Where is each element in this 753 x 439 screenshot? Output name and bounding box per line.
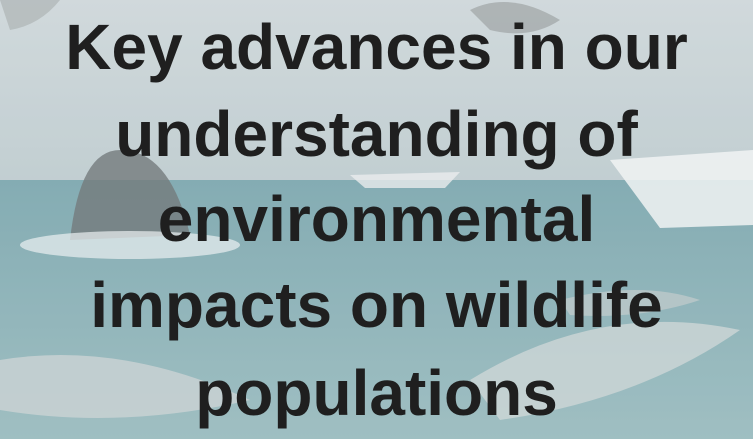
slide: Key advances in our understanding of env… xyxy=(0,0,753,439)
title-line: populations xyxy=(0,350,753,437)
title-line: Key advances in our xyxy=(0,4,753,91)
title-line: impacts on wildlife xyxy=(0,262,753,349)
title-line: understanding of xyxy=(0,91,753,178)
title-line: environmental xyxy=(0,176,753,263)
